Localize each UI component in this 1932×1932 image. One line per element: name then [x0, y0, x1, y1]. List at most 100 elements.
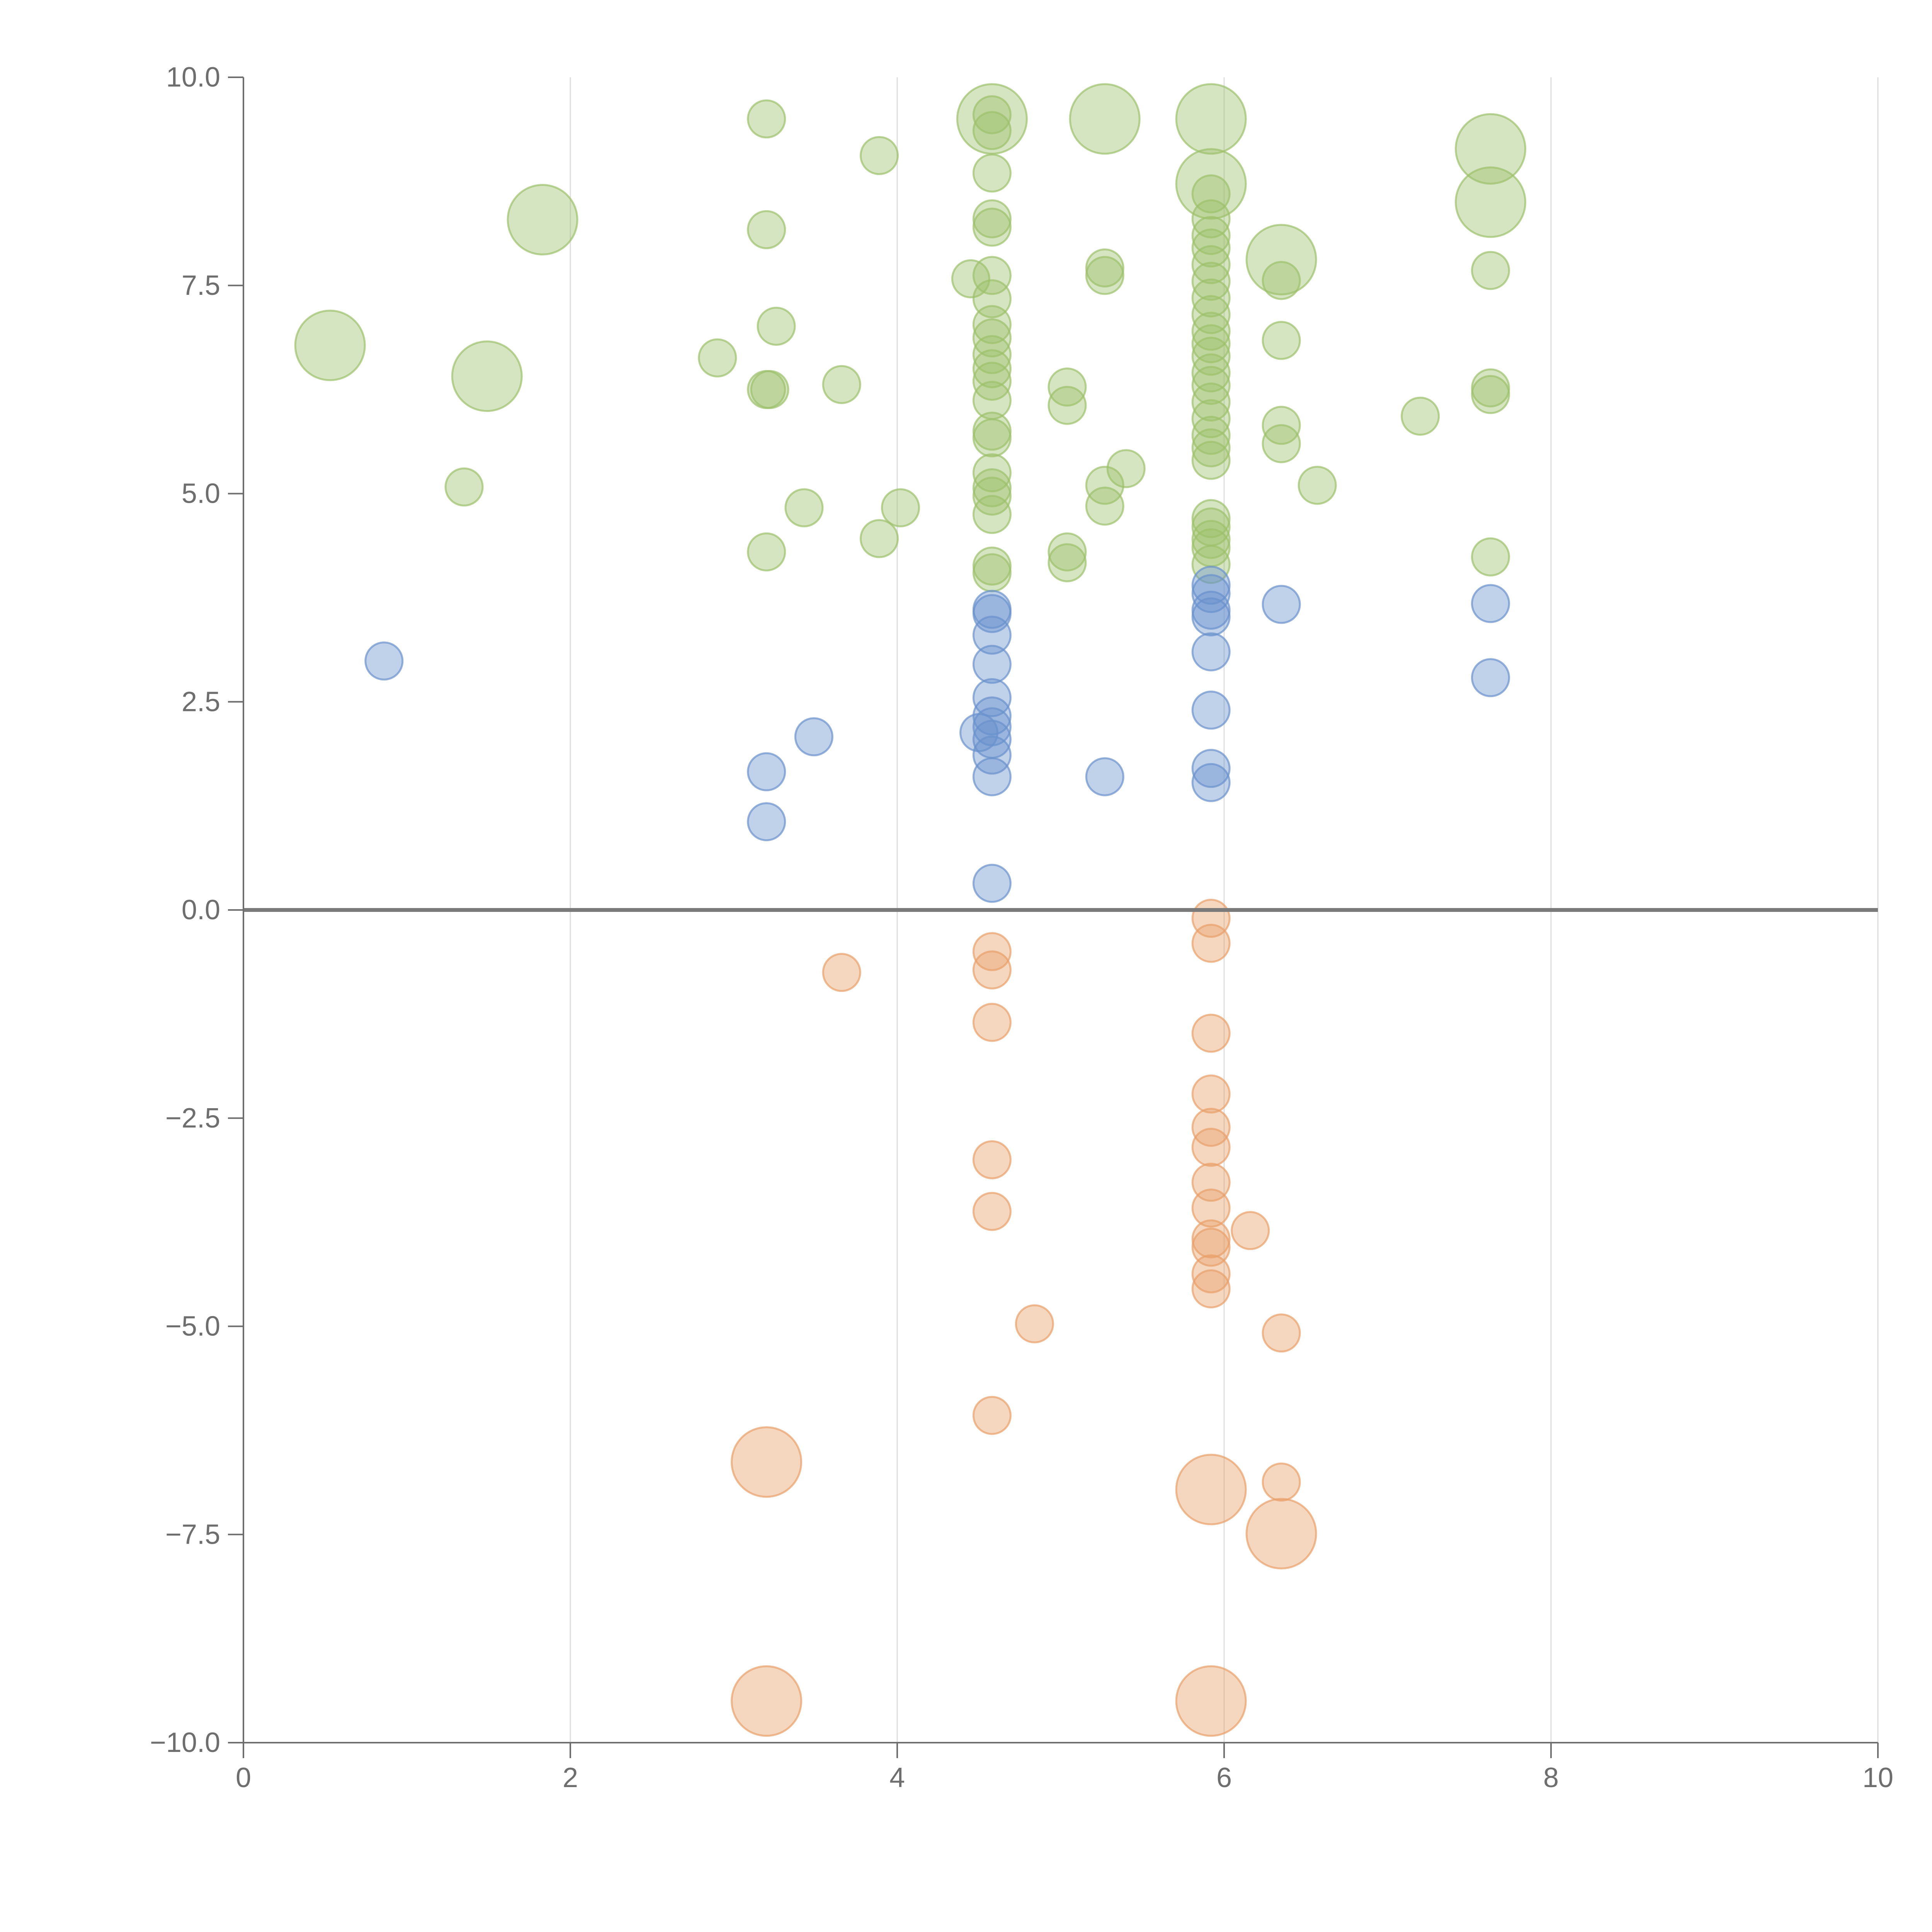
green-point [1471, 375, 1510, 414]
orange-point [1231, 1211, 1270, 1250]
blue-point [972, 616, 1012, 655]
orange-point [731, 1665, 803, 1737]
blue-point [1471, 658, 1510, 697]
green-point [972, 199, 1012, 238]
orange-point [972, 1396, 1012, 1435]
green-point [1191, 545, 1231, 584]
orange-point [972, 1140, 1012, 1179]
green-point [1069, 83, 1141, 155]
y-tick-label: −5.0 [165, 1311, 220, 1342]
green-point [444, 467, 484, 507]
blue-point [1471, 584, 1510, 623]
green-point [1191, 399, 1231, 439]
blue-point [747, 752, 786, 791]
green-point [1191, 199, 1231, 238]
green-point [1085, 486, 1124, 526]
orange-point [1245, 1498, 1317, 1570]
green-point [972, 153, 1012, 193]
green-point [972, 335, 1012, 374]
green-point [881, 488, 920, 527]
orange-point [1262, 1462, 1301, 1502]
green-point [1262, 321, 1301, 360]
orange-point [1191, 1188, 1231, 1228]
green-point [972, 418, 1012, 457]
green-point [1048, 532, 1087, 571]
green-point [1191, 499, 1231, 538]
blue-point [1191, 690, 1231, 730]
green-point [972, 111, 1012, 150]
green-point [1191, 278, 1231, 318]
green-point [1191, 245, 1231, 284]
green-point [1191, 382, 1231, 422]
green-point [972, 349, 1012, 388]
green-point [972, 468, 1012, 507]
blue-point [794, 717, 833, 757]
green-point [784, 488, 824, 527]
green-point [822, 365, 861, 404]
green-point [972, 453, 1012, 493]
orange-point [1262, 1313, 1301, 1353]
blue-point [972, 864, 1012, 903]
orange-point [1191, 1074, 1231, 1114]
green-point [1106, 449, 1146, 488]
blue-point [1191, 574, 1231, 613]
green-point [747, 532, 786, 571]
orange-point [972, 1003, 1012, 1042]
green-point [1191, 216, 1231, 255]
y-tick-label: 0.0 [182, 895, 220, 925]
green-point [972, 207, 1012, 247]
orange-point [1191, 1107, 1231, 1147]
orange-point [1015, 1304, 1054, 1344]
orange-point [1175, 1665, 1247, 1737]
green-point [451, 340, 523, 412]
orange-point [972, 950, 1012, 990]
green-point [1048, 543, 1087, 582]
x-tick-label: 8 [1543, 1762, 1559, 1793]
blue-point [972, 757, 1012, 796]
orange-point [1191, 1014, 1231, 1053]
green-point [1471, 251, 1510, 290]
green-point [1298, 466, 1337, 505]
green-point [972, 305, 1012, 344]
green-point [1085, 256, 1124, 295]
green-point [972, 495, 1012, 534]
blue-point [1085, 757, 1124, 796]
blue-point [1262, 585, 1301, 624]
y-tick-label: −10.0 [150, 1727, 220, 1758]
x-tick-label: 2 [563, 1762, 578, 1793]
green-point [757, 306, 796, 346]
green-point [698, 338, 737, 378]
x-tick-label: 6 [1216, 1762, 1232, 1793]
green-point [294, 310, 366, 381]
green-point [972, 318, 1012, 358]
green-point [1048, 386, 1087, 425]
green-point [1085, 466, 1124, 505]
green-point [1191, 440, 1231, 480]
x-tick-label: 0 [236, 1762, 251, 1793]
green-point [1191, 262, 1231, 301]
green-point [951, 259, 990, 299]
y-tick-label: −7.5 [165, 1519, 220, 1550]
orange-point [1191, 1219, 1231, 1259]
orange-point [1191, 1254, 1231, 1294]
green-point [1191, 337, 1231, 376]
green-point [1454, 113, 1526, 185]
green-point [1262, 424, 1301, 463]
green-point [972, 553, 1012, 592]
y-tick-label: 10.0 [166, 62, 220, 93]
orange-point [822, 953, 861, 992]
orange-point [1191, 923, 1231, 963]
x-tick-label: 4 [889, 1762, 905, 1793]
x-tick-label: 10 [1862, 1762, 1893, 1793]
blue-point [1191, 749, 1231, 788]
green-point [747, 210, 786, 249]
green-point [859, 519, 899, 558]
blue-point [364, 641, 404, 681]
data-points [294, 83, 1526, 1737]
green-point [1262, 261, 1301, 300]
green-point [1191, 366, 1231, 405]
green-point [507, 184, 578, 256]
green-point [1471, 537, 1510, 577]
